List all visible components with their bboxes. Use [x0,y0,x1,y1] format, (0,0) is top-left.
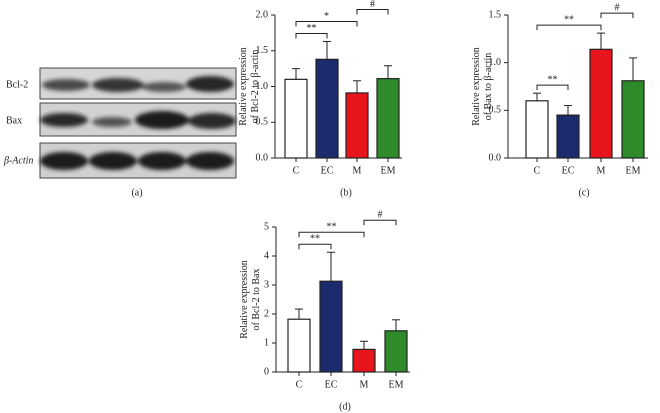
bar [525,100,549,159]
bar [284,78,308,159]
bar [556,114,580,159]
y-axis-label: Relative expressionof Bax to β-actin [471,47,494,126]
x-tick-label: C [534,165,541,176]
significance-bracket [536,24,602,31]
significance-bracket [536,84,569,91]
bar [352,348,376,373]
bar [589,48,613,159]
western-blot: Bcl-2 Bax β-Actin (a) [3,67,237,198]
x-tick-label: C [296,379,303,390]
significance-label: ** [310,234,320,245]
bar-chart: 0.0 0.5 1.0 1.5 Relative expressionof Bax to… [471,2,648,198]
x-tick-label: M [360,379,369,390]
y-axis-label-line: of Bax to β-actin [483,53,494,121]
bar [376,78,400,159]
blot-label: Bax [6,115,22,126]
y-tick-label: 5 [264,221,269,232]
x-tick-label: EC [321,165,334,176]
blot-label: Bcl-2 [6,79,28,90]
panel-label: (b) [340,187,352,198]
y-axis-label: Relative expressionof Bcl-2 to β-actin [238,47,261,126]
significance-label: # [378,210,383,221]
significance-label: ** [307,23,317,34]
blot-label: β-Actin [3,155,33,166]
y-tick-label: 0.5 [256,117,269,128]
x-tick-label: EM [389,379,404,390]
y-axis-label-line: Relative expression [471,47,482,126]
bar [384,330,408,373]
y-axis-label-line: Relative expression [238,47,249,126]
significance-bracket [298,231,365,238]
bands [40,76,236,170]
x-tick-label: EM [626,165,641,176]
significance-bracket [600,12,634,19]
bar [315,58,339,159]
x-tick-label: EM [381,165,396,176]
y-tick-label: 1.5 [256,45,269,56]
panel-label: (d) [339,401,351,412]
significance-bracket [363,219,397,226]
significance-label: # [615,2,620,13]
y-tick-label: 1.5 [489,9,502,20]
y-tick-label: 0.0 [256,152,269,163]
bar-chart: 0 1 2 3 4 5 Relative expressionof Bcl-2 to Bax… [239,210,410,412]
y-axis-label: Relative expressionof Bcl-2 to Bax [239,260,262,339]
significance-bracket [295,32,328,39]
bar [345,92,369,159]
panel-label: (a) [131,187,142,198]
x-tick-label: M [353,165,362,176]
y-tick-label: 2.0 [256,9,269,20]
y-tick-label: 0.0 [489,152,502,163]
significance-label: # [370,0,375,10]
x-tick-label: EC [325,379,338,390]
panel-label: (c) [578,187,589,198]
y-tick-label: 3 [264,279,269,290]
significance-label: ** [327,222,337,233]
y-tick-label: 1.0 [256,81,269,92]
y-axis-label-line: of Bcl-2 to Bax [251,269,262,331]
y-tick-label: 2 [264,308,269,319]
bar-chart: 0.0 0.5 1.0 1.5 2.0 Relative expressionof Bcl… [238,0,402,198]
bar [287,318,311,373]
significance-bracket [298,243,332,250]
y-tick-label: 0 [264,366,269,377]
x-tick-label: EC [562,165,575,176]
significance-label: ** [548,74,558,85]
significance-label: * [324,11,329,22]
bar [319,280,343,373]
significance-bracket [295,20,358,27]
bar [621,80,645,159]
y-tick-label: 0.5 [489,105,502,116]
y-tick-label: 1.0 [489,57,502,68]
y-tick-label: 1 [264,337,269,348]
significance-label: ** [564,14,574,25]
y-axis-label-line: Relative expression [239,260,250,339]
x-tick-label: M [597,165,606,176]
y-tick-label: 4 [264,250,269,261]
x-tick-label: C [293,165,300,176]
significance-bracket [356,8,389,15]
y-axis-label-line: of Bcl-2 to β-actin [250,50,261,124]
